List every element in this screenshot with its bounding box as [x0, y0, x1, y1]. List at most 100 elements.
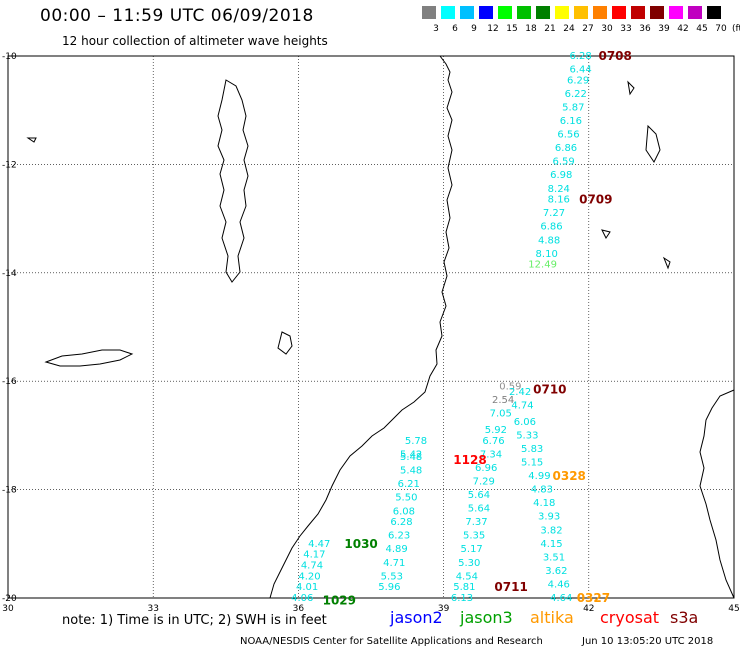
wave-height-label: 5.17: [461, 544, 483, 555]
colorbar-unit: (ft): [732, 24, 740, 34]
note-text: note: 1) Time is in UTC; 2) SWH is in fe…: [62, 613, 327, 628]
pass-time-label: 1030: [344, 537, 377, 551]
colorbar-tick-label: 30: [601, 24, 613, 34]
wave-height-label: 5.30: [458, 558, 480, 569]
wave-height-label: 6.86: [555, 143, 577, 154]
wave-height-label: 6.16: [560, 116, 582, 127]
wave-height-label: 5.33: [516, 430, 538, 441]
wave-height-label: 6.96: [475, 463, 497, 474]
colorbar-swatch: [574, 6, 588, 19]
colorbar-tick-label: 70: [715, 24, 727, 34]
colorbar-swatch: [422, 6, 436, 19]
coastline-segment: [26, 137, 37, 143]
colorbar-swatch: [479, 6, 493, 19]
wave-height-label: 6.22: [565, 89, 587, 100]
wave-height-label: 5.48: [400, 466, 422, 477]
wave-height-label: 5.50: [395, 493, 417, 504]
wave-height-label: 6.59: [553, 157, 575, 168]
wave-height-label: 8.10: [536, 249, 558, 260]
colorbar-swatch: [707, 6, 721, 19]
wave-height-label: 6.13: [451, 593, 473, 604]
wave-height-label: 8.24: [548, 184, 570, 195]
wave-height-labels: 6.28 6.446.29 6.22 5.87 6.16 6.56 6.86 6.59 6.98…: [291, 49, 632, 608]
coastline-segment: [662, 256, 671, 270]
wave-height-label: 8.16: [548, 195, 570, 206]
wave-height-label: 0.59: [499, 382, 521, 393]
wave-height-label: 5.35: [463, 531, 485, 542]
colorbar-tick-label: 36: [639, 24, 651, 34]
wave-height-label: 7.05: [490, 409, 512, 420]
colorbar-tick-label: 21: [544, 24, 556, 34]
coastline-segment: [699, 389, 735, 599]
colorbar-swatch: [612, 6, 626, 19]
wave-height-label: 5.83: [521, 444, 543, 455]
y-tick-label: -16: [2, 377, 17, 387]
wave-height-label: 6.29: [567, 75, 589, 86]
wave-height-label: 7.37: [465, 517, 487, 528]
y-tick-label: -14: [2, 269, 17, 279]
wave-height-label: 4.15: [540, 539, 562, 550]
wave-height-label: 4.18: [533, 498, 555, 509]
wave-height-label: 7.27: [543, 208, 565, 219]
pass-time-label: 1029: [323, 594, 356, 608]
pass-time-label: 0327: [577, 591, 610, 605]
colorbar-swatch: [555, 6, 569, 19]
legend-cryosat: cryosat: [600, 608, 660, 627]
wave-height-label: 5.53: [381, 571, 403, 582]
wave-height-label: 6.28: [569, 51, 591, 62]
map-subtitle: 12 hour collection of altimeter wave hei…: [62, 34, 328, 48]
wave-height-label: 6.06: [514, 417, 536, 428]
x-tick-label: 45: [728, 604, 739, 614]
colorbar-tick-label: 45: [696, 24, 708, 34]
colorbar-tick-label: 42: [677, 24, 689, 34]
x-tick-label: 36: [293, 604, 305, 614]
x-tick-label: 42: [583, 604, 594, 614]
pass-time-label: 1128: [453, 453, 486, 467]
wave-height-label: 5.64: [468, 504, 490, 515]
legend-jason2: jason2: [390, 608, 443, 627]
colorbar-tick-label: 9: [471, 24, 477, 34]
pass-time-label: 0709: [579, 193, 612, 207]
wave-height-label: 4.46: [548, 579, 570, 590]
colorbar-swatch: [593, 6, 607, 19]
wave-height-label: 4.89: [386, 544, 408, 555]
colorbar-tick-label: 39: [658, 24, 670, 34]
x-tick-label: 33: [147, 604, 158, 614]
wave-height-label: 4.99: [528, 471, 550, 482]
wave-height-label: 5.96: [378, 582, 400, 593]
colorbar-swatch: [631, 6, 645, 19]
pass-time-label: 0711: [494, 580, 527, 594]
wave-height-label: 6.21: [398, 479, 420, 490]
wave-height-label: 6.98: [550, 170, 572, 181]
axis-ticks: 30 33 36 39 42 45 -10 -12 -14 -16 -18 -20: [2, 52, 740, 614]
wave-height-label: 4.54: [456, 571, 478, 582]
wave-height-label: 4.47: [308, 539, 330, 550]
pass-time-label: 0708: [598, 49, 631, 63]
wave-height-label: 3.82: [540, 525, 562, 536]
colorbar-swatch: [441, 6, 455, 19]
colorbar-tick-label: 24: [563, 24, 575, 34]
colorbar-swatch: [688, 6, 702, 19]
legend-altika: altika: [530, 608, 574, 627]
wave-height-label: 6.76: [482, 436, 504, 447]
wave-height-label: 7.34: [480, 449, 502, 460]
wave-height-label: 5.42: [400, 449, 422, 460]
coastline-segment: [601, 229, 611, 239]
x-tick-label: 39: [438, 604, 450, 614]
wave-height-label: 3.93: [538, 512, 560, 523]
x-tick-label: 30: [2, 604, 14, 614]
colorbar-swatch: [536, 6, 550, 19]
wave-height-label: 2.54: [492, 395, 514, 406]
colorbar-tick-label: 33: [620, 24, 632, 34]
coastline-segment: [627, 80, 635, 96]
wave-height-label: 4.64: [550, 593, 572, 604]
wave-height-label: 4.74: [301, 560, 323, 571]
credit-text: NOAA/NESDIS Center for Satellite Applica…: [240, 636, 543, 647]
wave-height-label: 4.71: [383, 558, 405, 569]
wave-height-label: 4.17: [303, 550, 325, 561]
coastline-segment: [269, 55, 453, 599]
coastline: [26, 55, 735, 599]
wave-height-label: 4.06: [291, 593, 313, 604]
colorbar-swatch: [498, 6, 512, 19]
